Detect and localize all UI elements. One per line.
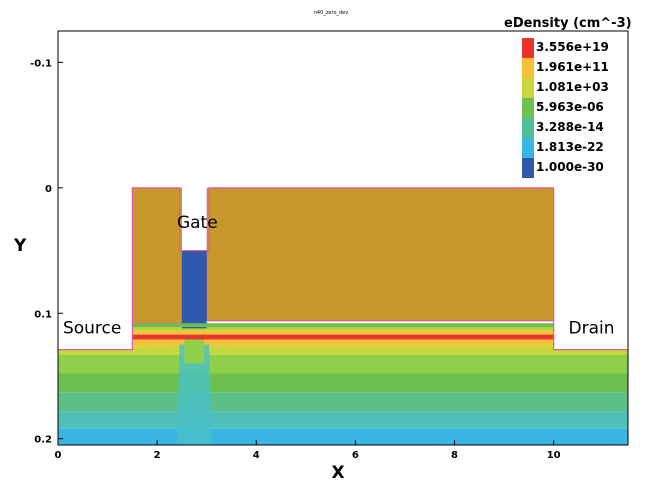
x-tick-label-3: 6 <box>352 450 359 461</box>
colorbar-label-4: 3.288e-14 <box>536 120 604 134</box>
density-band-8 <box>58 392 628 412</box>
channel-core <box>184 339 205 364</box>
x-tick-label-5: 10 <box>547 450 561 461</box>
x-tick-label-0: 0 <box>55 450 62 461</box>
x-tick-label-1: 2 <box>154 450 161 461</box>
colorbar-label-0: 3.556e+19 <box>536 40 609 54</box>
annotation-gate: Gate <box>177 213 218 233</box>
density-band-6 <box>58 354 628 374</box>
density-band-10 <box>58 428 628 445</box>
plot-area <box>58 31 628 445</box>
density-band-3 <box>58 334 628 340</box>
colorbar-swatch-1 <box>522 58 534 78</box>
density-band-7 <box>58 373 628 393</box>
region-oxide-right <box>206 187 555 322</box>
chart-title: n40_zero_dev <box>314 10 348 16</box>
x-tick-label-4: 8 <box>451 450 458 461</box>
colorbar-label-2: 1.081e+03 <box>536 80 609 94</box>
density-band-4 <box>58 339 628 346</box>
colorbar-swatch-3 <box>522 98 534 118</box>
region-oxide-left <box>131 187 183 324</box>
colorbar-label-6: 1.000e-30 <box>536 160 604 174</box>
channel-plume <box>176 344 212 445</box>
annotations: Source Gate Drain <box>63 213 615 338</box>
y-tick-label-3: 0.2 <box>34 435 52 446</box>
y-tick-label-1: 0 <box>45 184 52 195</box>
x-axis-label: X <box>331 463 344 481</box>
y-tick-label-2: 0.1 <box>34 309 52 320</box>
annotation-source: Source <box>63 318 121 338</box>
colorbar-swatch-5 <box>522 138 534 158</box>
blank-source-above <box>58 31 133 350</box>
colorbar-label-1: 1.961e+11 <box>536 60 609 74</box>
device-outline <box>58 187 628 351</box>
colorbar-swatch-2 <box>522 78 534 98</box>
y-axis-label: Y <box>13 236 27 256</box>
colorbar-title: eDensity (cm^-3) <box>504 16 632 31</box>
x-tick-label-2: 4 <box>253 450 260 461</box>
density-band-5 <box>58 345 628 355</box>
colorbar-swatch-0 <box>522 38 534 58</box>
y-axis-ticks: -0.1 0 0.1 0.2 <box>30 58 63 446</box>
plot-frame <box>57 30 629 446</box>
annotation-drain: Drain <box>569 318 615 338</box>
x-axis-ticks: 0 2 4 6 8 10 <box>55 440 561 461</box>
blank-gate-gap <box>181 187 207 251</box>
density-band-9 <box>58 411 628 429</box>
density-band-1 <box>58 327 628 331</box>
colorbar-label-3: 5.963e-06 <box>536 100 604 114</box>
region-gate-contact <box>181 250 207 329</box>
blank-drain-above <box>553 31 628 350</box>
colorbar-swatch-4 <box>522 118 534 138</box>
colorbar-swatch-6 <box>522 158 534 178</box>
density-band-2 <box>58 330 628 335</box>
surface-layer <box>132 323 554 328</box>
colorbar-label-5: 1.813e-22 <box>536 140 604 154</box>
y-tick-label-0: -0.1 <box>30 58 52 69</box>
blank-top <box>132 31 554 188</box>
colorbar-legend: eDensity (cm^-3) 3.556e+19 1.961e+11 1.081… <box>504 16 632 178</box>
